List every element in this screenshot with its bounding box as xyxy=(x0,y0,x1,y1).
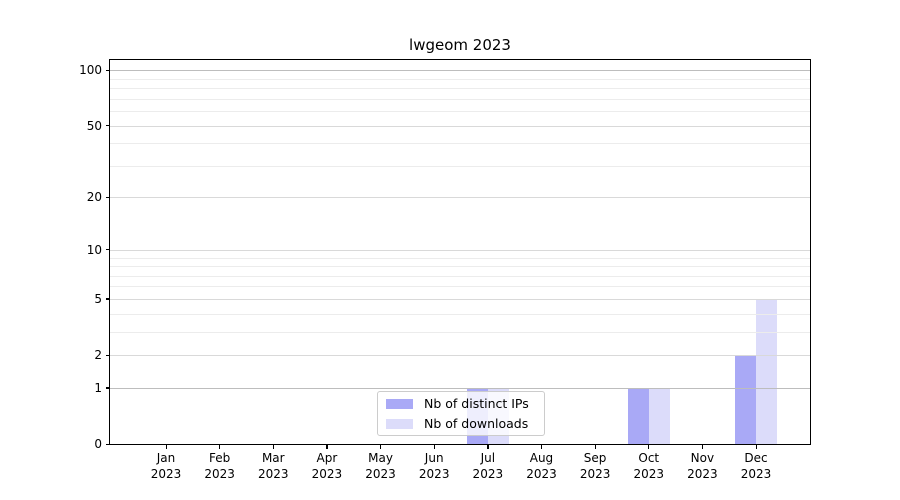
gridline-major-20 xyxy=(110,197,810,199)
x-axis-tick-label: Sep 2023 xyxy=(579,451,611,481)
x-axis-tick-label: Mar 2023 xyxy=(257,451,289,481)
x-tick-jan xyxy=(165,444,167,449)
gridline-minor-30 xyxy=(110,165,810,167)
gridline-minor-6 xyxy=(110,286,810,288)
x-axis-tick-label: Aug 2023 xyxy=(526,451,557,481)
gridline-minor-90 xyxy=(110,78,810,80)
x-tick-dec xyxy=(755,444,757,449)
gridline-minor-40 xyxy=(110,143,810,145)
bar-downloads-oct xyxy=(648,387,670,444)
x-tick-apr xyxy=(326,444,328,449)
y-tick-5 xyxy=(105,298,110,300)
gridline-major-50 xyxy=(110,125,810,127)
y-axis-tick-label: 0 xyxy=(94,437,102,451)
legend-swatch-distinct-ips xyxy=(386,398,413,409)
gridline-major-5 xyxy=(110,298,810,300)
x-tick-sep xyxy=(594,444,596,449)
y-tick-50 xyxy=(105,125,110,127)
legend-label-distinct-ips: Nb of distinct IPs xyxy=(424,396,529,411)
gridline-minor-7 xyxy=(110,275,810,277)
y-tick-1 xyxy=(105,387,110,389)
x-tick-may xyxy=(380,444,382,449)
legend-swatch-downloads xyxy=(386,418,413,429)
x-tick-nov xyxy=(701,444,704,449)
bar-distinct-ips-dec xyxy=(735,355,757,444)
gridline-minor-70 xyxy=(110,98,810,100)
x-tick-mar xyxy=(272,444,274,449)
x-axis-tick-label: Jul 2023 xyxy=(472,451,504,481)
x-axis-tick-label: Apr 2023 xyxy=(311,451,343,481)
gridline-minor-3 xyxy=(110,331,810,333)
gridline-major-2 xyxy=(110,355,810,357)
bar-downloads-dec xyxy=(756,298,778,444)
y-axis-tick-label: 10 xyxy=(86,242,102,257)
x-tick-jul xyxy=(487,444,489,449)
gridline-major-100 xyxy=(110,70,810,72)
y-axis-tick-label: 50 xyxy=(86,118,102,133)
y-tick-100 xyxy=(105,69,110,71)
gridline-major-10 xyxy=(110,249,810,251)
x-axis-tick-label: Dec 2023 xyxy=(740,451,772,481)
gridline-minor-9 xyxy=(110,257,810,259)
gridline-major-1 xyxy=(110,387,810,389)
chart-title: lwgeom 2023 xyxy=(409,36,511,54)
x-axis-tick-label: Jun 2023 xyxy=(418,451,450,481)
x-axis-tick-label: Jan 2023 xyxy=(150,451,182,481)
y-axis-tick-label: 100 xyxy=(79,63,102,78)
x-axis-tick-label: Nov 2023 xyxy=(687,451,718,481)
y-axis-tick-label: 20 xyxy=(86,190,102,205)
y-axis-tick-label: 2 xyxy=(94,348,102,363)
y-tick-20 xyxy=(105,196,110,199)
x-axis-tick-label: Oct 2023 xyxy=(633,451,665,481)
gridline-minor-8 xyxy=(110,266,810,268)
y-tick-10 xyxy=(105,249,110,251)
y-tick-0 xyxy=(105,443,110,445)
x-tick-jun xyxy=(433,444,435,449)
x-tick-feb xyxy=(219,444,221,449)
legend-item-downloads: Nb of downloads xyxy=(386,416,536,431)
gridline-minor-80 xyxy=(110,88,810,90)
legend-item-distinct-ips: Nb of distinct IPs xyxy=(386,396,536,411)
x-tick-aug xyxy=(540,444,543,449)
x-axis-tick-label: May 2023 xyxy=(365,451,396,481)
gridline-minor-4 xyxy=(110,313,810,315)
bar-distinct-ips-oct xyxy=(627,387,649,444)
gridline-minor-60 xyxy=(110,111,810,113)
y-tick-2 xyxy=(105,354,110,356)
legend-label-downloads: Nb of downloads xyxy=(424,416,529,431)
y-axis-tick-label: 1 xyxy=(94,380,102,395)
x-axis-tick-label: Feb 2023 xyxy=(204,451,235,481)
legend: Nb of distinct IPs Nb of downloads xyxy=(377,391,545,436)
y-axis-tick-label: 5 xyxy=(94,291,102,306)
x-tick-oct xyxy=(648,444,650,449)
